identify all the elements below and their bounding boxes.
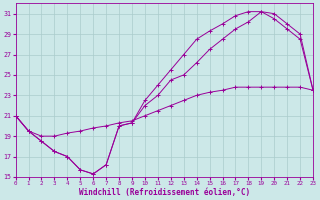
- X-axis label: Windchill (Refroidissement éolien,°C): Windchill (Refroidissement éolien,°C): [79, 188, 250, 197]
